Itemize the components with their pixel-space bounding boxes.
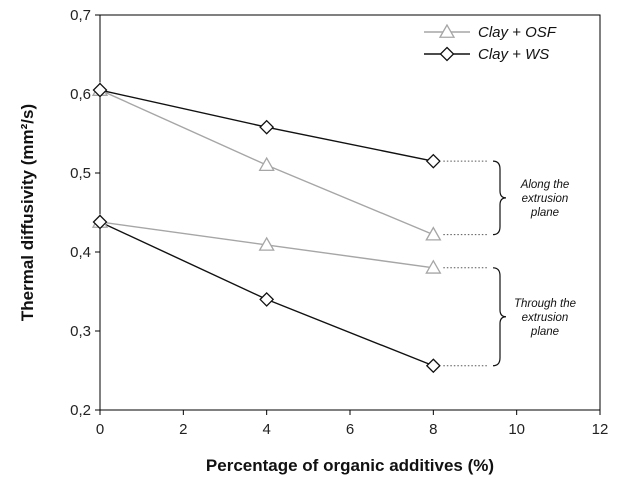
triangle-marker [258, 236, 275, 251]
annotations: Along the extrusion plane Through the extrus… [443, 160, 576, 367]
annotation-line: Through the [514, 298, 576, 310]
diamond-marker [439, 46, 455, 62]
x-tick-label: 6 [346, 421, 354, 438]
triangle-marker [438, 23, 456, 38]
y-tick-label: 0,5 [70, 165, 91, 182]
x-tick-label: 0 [96, 421, 104, 438]
legend: Clay + OSF Clay + WS [418, 17, 598, 65]
legend-label: Clay + WS [478, 46, 549, 63]
diamond-marker [425, 153, 441, 169]
diamond-marker [92, 82, 108, 98]
brace [492, 160, 507, 236]
x-tick-label: 8 [429, 421, 437, 438]
plot-frame [99, 14, 601, 411]
y-tick-label: 0,6 [70, 86, 91, 103]
brace [492, 267, 507, 367]
legend-label: Clay + OSF [478, 24, 557, 41]
triangle-marker [425, 226, 442, 241]
diamond-marker [92, 214, 108, 230]
annotation-line: extrusion [522, 312, 569, 324]
x-axis-title: Percentage of organic additives (%) [206, 456, 494, 475]
triangle-marker [425, 259, 442, 274]
axes: 0 2 4 6 8 10 12 0,2 0,3 0,4 0,5 0,6 0,7 [70, 7, 608, 438]
annotation-line: plane [530, 207, 559, 219]
y-axis-title: Thermal diffusivity (mm²/s) [18, 104, 37, 321]
x-tick-label: 2 [179, 421, 187, 438]
y-tick-label: 0,2 [70, 402, 91, 419]
triangle-marker [258, 156, 275, 172]
annotation-line: extrusion [522, 193, 569, 205]
diamond-marker [259, 119, 275, 135]
diamond-marker [259, 291, 275, 307]
series-layer [91, 81, 442, 374]
diamond-marker [425, 358, 441, 374]
y-tick-label: 0,4 [70, 244, 91, 261]
x-tick-label: 10 [508, 421, 525, 438]
y-tick-label: 0,3 [70, 323, 91, 340]
x-tick-label: 12 [592, 421, 609, 438]
y-tick-label: 0,7 [70, 7, 91, 24]
annotation-line: Along the [520, 179, 570, 191]
x-tick-label: 4 [262, 421, 270, 438]
annotation-line: plane [530, 326, 559, 338]
